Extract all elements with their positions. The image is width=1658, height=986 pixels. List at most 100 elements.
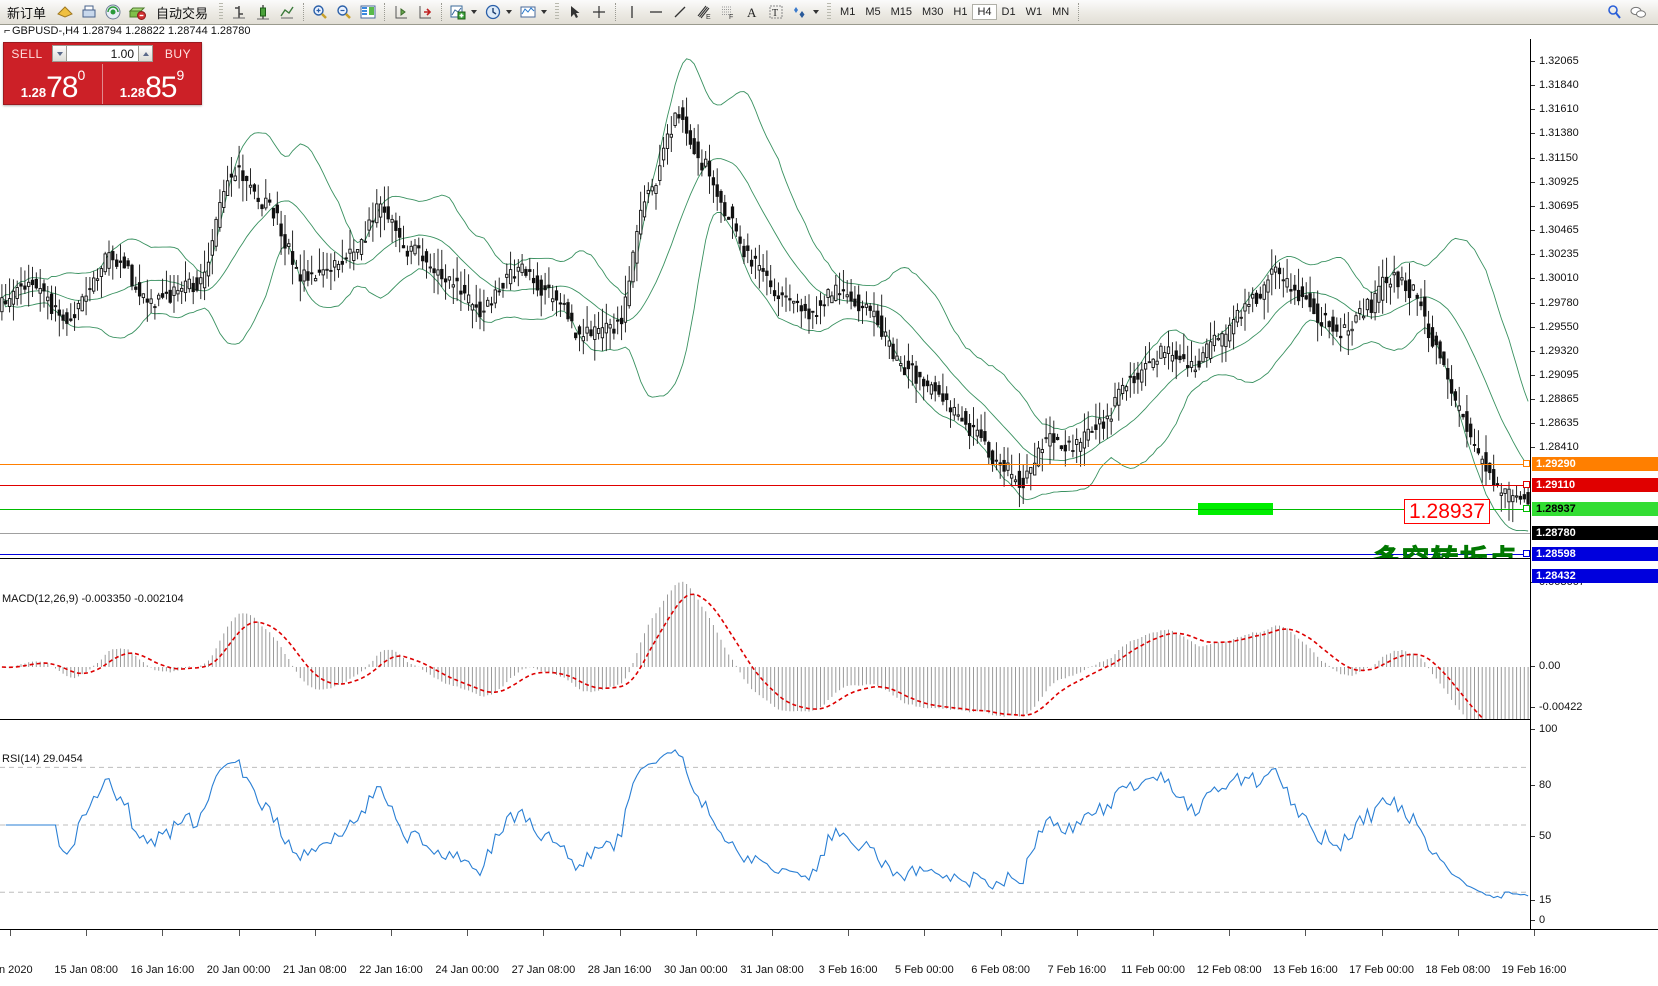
level-handle-129110[interactable] bbox=[1523, 481, 1530, 488]
level-line-129290[interactable] bbox=[0, 464, 1530, 465]
vline-icon[interactable] bbox=[620, 1, 644, 23]
add-indicator-dropdown-caret[interactable] bbox=[471, 10, 478, 14]
buy-button[interactable]: BUY bbox=[164, 46, 192, 61]
level-handle-128937[interactable] bbox=[1523, 505, 1530, 512]
time-label: 27 Jan 08:00 bbox=[511, 964, 576, 976]
rsi-label: RSI(14) 29.0454 bbox=[2, 753, 83, 765]
level-line-129110[interactable] bbox=[0, 485, 1530, 486]
price-callout-annotation[interactable]: 1.28937 bbox=[1404, 499, 1490, 524]
level-line-128598[interactable] bbox=[0, 554, 1530, 555]
text-label-icon[interactable]: A bbox=[740, 1, 764, 23]
price-scale[interactable]: 1.32065 1.31840 1.31610 1.31380 1.31150 1.309… bbox=[1530, 39, 1658, 946]
time-gridline bbox=[695, 930, 697, 936]
timeframe-m1[interactable]: M1 bbox=[840, 6, 856, 18]
period-icon[interactable] bbox=[481, 1, 505, 23]
price-level-badge[interactable]: 1.28780 bbox=[1532, 526, 1658, 540]
candlestick-chart-icon[interactable] bbox=[251, 1, 275, 23]
time-label: 13 Feb 16:00 bbox=[1272, 964, 1338, 976]
timeframe-h4[interactable]: H4 bbox=[972, 4, 997, 20]
timeframe-d1[interactable]: D1 bbox=[1001, 6, 1016, 18]
price-level-badge[interactable]: 1.29110 bbox=[1532, 478, 1658, 492]
price-tick: 1.29095 bbox=[1531, 368, 1658, 382]
add-indicator-icon[interactable] bbox=[446, 1, 470, 23]
zoom-out-icon[interactable] bbox=[332, 1, 356, 23]
price-level-badge[interactable]: 1.29290 bbox=[1532, 457, 1658, 471]
level-handle-129290[interactable] bbox=[1523, 460, 1530, 467]
sell-price-quote[interactable]: 1.28 78 0 bbox=[4, 64, 102, 104]
line-chart-icon[interactable] bbox=[275, 1, 299, 23]
templates-dropdown-caret[interactable] bbox=[541, 10, 548, 14]
one-click-top-row: SELL 1.00 BUY bbox=[4, 43, 201, 64]
volume-stepper[interactable]: 1.00 bbox=[52, 45, 153, 62]
text-icon[interactable]: T bbox=[764, 1, 788, 23]
time-label: 5 Feb 00:00 bbox=[895, 964, 954, 976]
symbol-ohlc-line: ⌐ GBPUSD-,H4 1.28794 1.28822 1.28744 1.28… bbox=[4, 25, 251, 37]
price-tick: 1.28865 bbox=[1531, 392, 1658, 406]
rsi-tick: 50 bbox=[1531, 829, 1658, 843]
sell-button[interactable]: SELL bbox=[11, 46, 43, 61]
time-gridline bbox=[238, 930, 240, 936]
time-label: 22 Jan 16:00 bbox=[359, 964, 423, 976]
time-label: 31 Jan 08:00 bbox=[740, 964, 804, 976]
shapes-dropdown-caret[interactable] bbox=[813, 10, 820, 14]
time-gridline bbox=[1457, 930, 1459, 936]
chart-grid-icon[interactable] bbox=[356, 1, 380, 23]
templates-icon[interactable] bbox=[516, 1, 540, 23]
chart-area[interactable]: 1.28937 多空转折点 MACD(12,26,9) -0.003350 -0… bbox=[0, 39, 1658, 986]
zoom-in-icon[interactable] bbox=[308, 1, 332, 23]
one-click-trading-panel[interactable]: SELL 1.00 BUY 1.28 78 0 1.28 85 9 bbox=[3, 42, 202, 105]
macd-pane[interactable] bbox=[0, 558, 1530, 743]
period-dropdown-caret[interactable] bbox=[506, 10, 513, 14]
price-level-badge[interactable]: 1.28598 bbox=[1532, 547, 1658, 561]
price-candles bbox=[0, 58, 1530, 532]
toolbar-grip-2[interactable] bbox=[555, 3, 560, 21]
template-icon[interactable] bbox=[53, 1, 77, 23]
autotrading-button[interactable]: 自动交易 bbox=[149, 1, 215, 23]
shapes-icon[interactable] bbox=[788, 1, 812, 23]
timeframe-mn[interactable]: MN bbox=[1052, 6, 1070, 18]
timeframe-h1[interactable]: H1 bbox=[953, 6, 968, 18]
price-level-badge[interactable]: 1.28432 bbox=[1532, 569, 1658, 583]
time-axis[interactable]: Jan 2020 15 Jan 08:00 16 Jan 16:00 20 Jan 0… bbox=[0, 929, 1658, 986]
price-level-badge[interactable]: 1.28937 bbox=[1532, 502, 1658, 516]
volume-input[interactable]: 1.00 bbox=[67, 45, 138, 62]
new-order-button[interactable]: 新订单 bbox=[0, 1, 53, 23]
price-tick: 1.31610 bbox=[1531, 102, 1658, 116]
toolbar-grip-1[interactable] bbox=[219, 3, 224, 21]
search-icon[interactable] bbox=[1602, 1, 1626, 23]
rsi-pane[interactable] bbox=[0, 719, 1530, 930]
time-label: 24 Jan 00:00 bbox=[435, 964, 499, 976]
signal-icon[interactable] bbox=[101, 1, 125, 23]
time-label: 3 Feb 16:00 bbox=[818, 964, 878, 976]
time-label: 19 Feb 16:00 bbox=[1501, 964, 1567, 976]
timeframe-m15[interactable]: M15 bbox=[890, 6, 912, 18]
equidistant-channel-icon[interactable]: E bbox=[692, 1, 716, 23]
hline-icon[interactable] bbox=[644, 1, 668, 23]
trendline-icon[interactable] bbox=[668, 1, 692, 23]
svg-text:E: E bbox=[706, 14, 711, 21]
price-pane[interactable] bbox=[0, 39, 1530, 558]
time-gridline bbox=[162, 930, 164, 936]
crosshair-icon[interactable] bbox=[587, 1, 611, 23]
autotrading-icon[interactable] bbox=[125, 1, 149, 23]
timeframe-w1[interactable]: W1 bbox=[1025, 6, 1043, 18]
timeframe-m30[interactable]: M30 bbox=[922, 6, 944, 18]
time-gridline bbox=[391, 930, 392, 936]
print-icon[interactable] bbox=[77, 1, 101, 23]
bar-chart-icon[interactable] bbox=[227, 1, 251, 23]
fibo-icon[interactable]: F bbox=[716, 1, 740, 23]
volume-increase-button[interactable] bbox=[138, 45, 153, 62]
time-label: 15 Jan 08:00 bbox=[54, 964, 118, 976]
chart-autoscroll-icon[interactable] bbox=[413, 1, 437, 23]
price-tick: 1.30695 bbox=[1531, 199, 1658, 213]
macd-plot bbox=[1, 581, 1529, 743]
level-line-128937[interactable] bbox=[0, 509, 1530, 510]
buy-price-quote[interactable]: 1.28 85 9 bbox=[102, 64, 201, 104]
volume-decrease-button[interactable] bbox=[52, 45, 67, 62]
level-handle-128598[interactable] bbox=[1523, 550, 1530, 557]
chart-shift-icon[interactable] bbox=[389, 1, 413, 23]
timeframe-m5[interactable]: M5 bbox=[865, 6, 881, 18]
cursor-icon[interactable] bbox=[563, 1, 587, 23]
toolbar-grip-3[interactable] bbox=[827, 3, 832, 21]
chat-icon[interactable] bbox=[1626, 1, 1650, 23]
